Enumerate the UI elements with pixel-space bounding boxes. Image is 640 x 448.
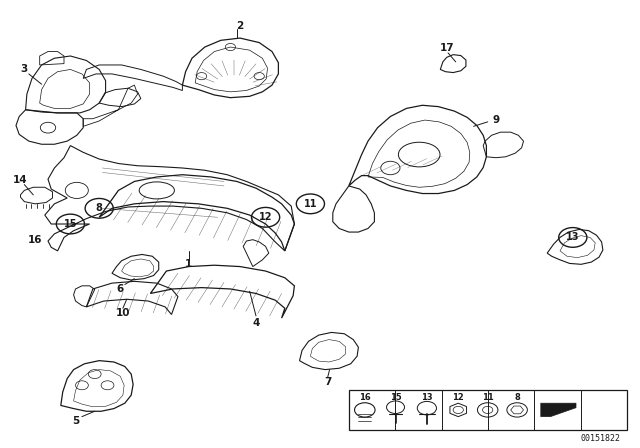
Text: 13: 13 [566, 233, 580, 242]
Text: 6: 6 [116, 284, 124, 294]
Text: 15: 15 [390, 392, 401, 401]
Text: 10: 10 [116, 308, 130, 318]
Text: 12: 12 [452, 392, 464, 401]
Text: 11: 11 [482, 392, 493, 401]
Text: 12: 12 [259, 212, 273, 222]
Text: 3: 3 [20, 65, 28, 74]
Text: 8: 8 [96, 203, 102, 213]
Text: 00151822: 00151822 [581, 434, 621, 443]
Polygon shape [541, 403, 576, 417]
Text: 5: 5 [72, 416, 79, 426]
Text: 7: 7 [324, 377, 332, 387]
Text: 11: 11 [303, 199, 317, 209]
Text: 8: 8 [515, 392, 520, 401]
Text: 16: 16 [28, 235, 42, 245]
Bar [349, 390, 627, 430]
Text: 1: 1 [185, 259, 193, 269]
Text: 2: 2 [236, 21, 244, 31]
Text: 15: 15 [63, 219, 77, 229]
Text: 14: 14 [13, 175, 28, 185]
Text: 16: 16 [359, 392, 371, 401]
Text: 4: 4 [252, 318, 260, 327]
Text: 13: 13 [421, 392, 433, 401]
Text: 17: 17 [440, 43, 454, 53]
Text: 9: 9 [492, 115, 500, 125]
